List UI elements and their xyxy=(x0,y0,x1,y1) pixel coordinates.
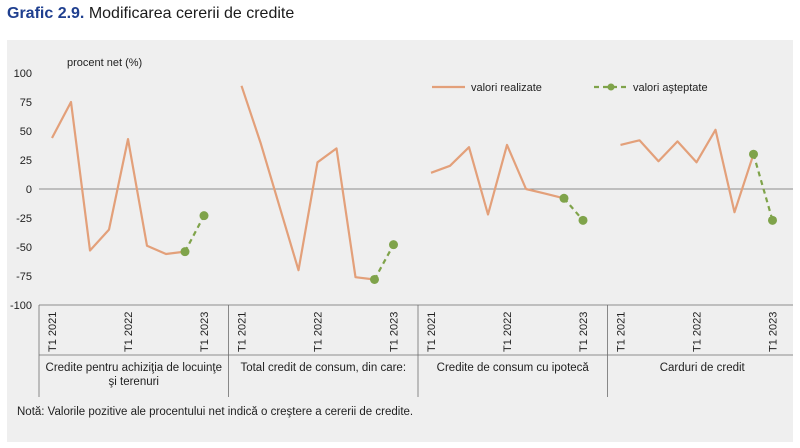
x-tick-label: T1 2023 xyxy=(389,312,401,352)
legend-expected-label: valori aşteptate xyxy=(633,82,708,94)
x-tick-label: T1 2022 xyxy=(502,312,514,352)
group-label: Credite pentru achiziţia de locuinţe xyxy=(46,362,222,374)
y-tick-label: 0 xyxy=(26,184,32,196)
y-tick-label: -25 xyxy=(16,213,32,225)
x-tick-label: T1 2023 xyxy=(578,312,590,352)
y-tick-label: 100 xyxy=(14,68,32,80)
expected-point xyxy=(199,211,209,221)
y-axis-title: procent net (%) xyxy=(67,57,142,69)
expected-point xyxy=(370,274,379,284)
y-tick-label: 75 xyxy=(20,97,32,109)
group-label: şi terenuri xyxy=(109,376,160,388)
y-tick-label: 25 xyxy=(20,155,32,167)
legend-realized-label: valori realizate xyxy=(471,82,542,94)
chart-panel: procent net (%) 100 75 50 25 0 -25 -50 -75 -100 T1… xyxy=(7,40,793,442)
chart-title: Grafic 2.9. Modificarea cererii de credi… xyxy=(7,5,294,23)
x-tick-label: T1 2022 xyxy=(313,312,325,352)
x-tick-label: T1 2021 xyxy=(47,312,59,352)
x-tick-label: T1 2021 xyxy=(237,312,249,352)
realized-series-line xyxy=(51,100,186,256)
group-label: Total credit de consum, din care: xyxy=(240,362,406,374)
x-tick-label: T1 2023 xyxy=(768,312,780,352)
group-label: Credite de consum cu ipotecă xyxy=(437,362,590,374)
group-label: Carduri de credit xyxy=(660,362,746,374)
y-tick-label: -75 xyxy=(16,271,32,283)
expected-series-line xyxy=(563,197,584,222)
expected-series-line xyxy=(373,244,395,281)
y-tick-label: -100 xyxy=(10,300,32,312)
expected-series-line xyxy=(752,153,774,221)
realized-series-line xyxy=(240,85,375,281)
y-tick-label: 50 xyxy=(20,126,32,138)
footnote: Notă: Valorile pozitive ale procentului … xyxy=(17,406,413,418)
x-tick-label: T1 2023 xyxy=(199,312,211,352)
realized-series-line xyxy=(430,143,565,216)
x-tick-label: T1 2022 xyxy=(123,312,135,352)
x-tick-label: T1 2021 xyxy=(616,312,628,352)
x-tick-label: T1 2021 xyxy=(426,312,438,352)
expected-series-line xyxy=(184,215,205,253)
expected-point xyxy=(559,193,569,203)
expected-point xyxy=(749,149,758,159)
line-chart: procent net (%) 100 75 50 25 0 -25 -50 -75 -100 T1… xyxy=(10,57,793,418)
expected-point xyxy=(389,240,398,250)
x-tick-label: T1 2022 xyxy=(692,312,704,352)
legend-expected-marker xyxy=(607,83,615,91)
expected-point xyxy=(768,215,777,225)
realized-series-line xyxy=(620,128,755,214)
expected-point xyxy=(180,247,190,257)
expected-point xyxy=(578,215,588,225)
chart-number: Grafic 2.9. xyxy=(7,5,85,22)
chart-title-text: Modificarea cererii de credite xyxy=(88,5,295,22)
y-tick-label: -50 xyxy=(16,242,32,254)
